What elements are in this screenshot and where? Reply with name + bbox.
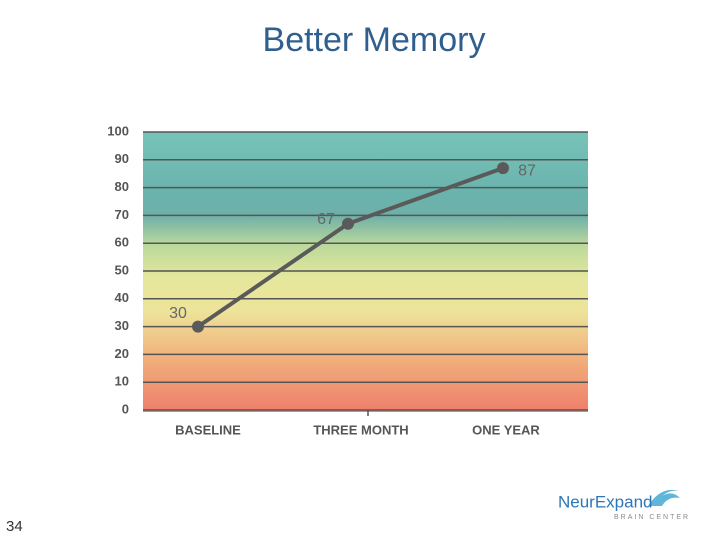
y-tick-label: 70: [115, 207, 129, 222]
logo-tagline: BRAIN CENTER: [614, 514, 690, 521]
data-label: 67: [317, 211, 335, 228]
logo-name: NeurExpand: [558, 492, 653, 511]
y-tick-label: 40: [115, 290, 129, 305]
y-tick-label: 0: [122, 401, 129, 416]
x-tick-label: BASELINE: [175, 422, 241, 437]
data-point: [497, 162, 509, 175]
y-tick-label: 80: [115, 179, 129, 194]
logo-icon: [648, 489, 682, 506]
y-tick-label: 30: [115, 318, 129, 333]
data-point: [342, 217, 354, 230]
chart-title: Better Memory: [263, 21, 486, 59]
data-label: 30: [169, 305, 187, 322]
plot-background: [143, 132, 588, 412]
y-tick-label: 100: [107, 123, 129, 138]
y-tick-label: 20: [115, 346, 129, 361]
y-tick-label: 90: [115, 151, 129, 166]
y-tick-label: 10: [115, 374, 129, 389]
x-tick-label: THREE MONTH: [313, 422, 408, 437]
y-tick-label: 60: [115, 235, 129, 250]
x-tick-label: ONE YEAR: [472, 422, 540, 437]
data-point: [192, 320, 204, 333]
slide-number: 34: [6, 518, 23, 535]
data-label: 87: [518, 162, 536, 179]
y-tick-label: 50: [115, 262, 129, 277]
